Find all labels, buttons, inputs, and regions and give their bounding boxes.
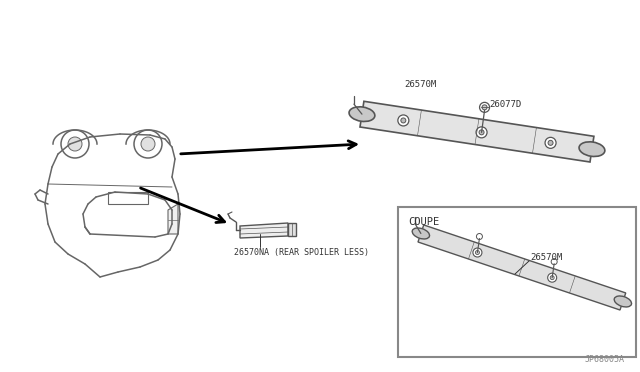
Circle shape bbox=[68, 137, 82, 151]
Ellipse shape bbox=[349, 107, 375, 122]
Circle shape bbox=[545, 137, 556, 148]
Circle shape bbox=[398, 115, 409, 126]
Circle shape bbox=[551, 259, 557, 264]
Bar bbox=[398, 207, 636, 357]
Circle shape bbox=[61, 130, 89, 158]
Ellipse shape bbox=[614, 296, 632, 307]
Circle shape bbox=[473, 248, 482, 257]
Bar bbox=[108, 192, 148, 204]
Polygon shape bbox=[240, 223, 288, 238]
Circle shape bbox=[548, 140, 553, 145]
Circle shape bbox=[548, 273, 557, 282]
Text: 26570NA (REAR SPOILER LESS): 26570NA (REAR SPOILER LESS) bbox=[234, 247, 369, 257]
Circle shape bbox=[479, 102, 490, 112]
Circle shape bbox=[476, 127, 487, 138]
Polygon shape bbox=[168, 204, 178, 234]
Circle shape bbox=[476, 234, 483, 240]
Text: 26570M: 26570M bbox=[530, 253, 563, 262]
Circle shape bbox=[482, 105, 487, 110]
Circle shape bbox=[550, 276, 554, 280]
Text: COUPE: COUPE bbox=[408, 217, 439, 227]
Text: 26077D: 26077D bbox=[490, 100, 522, 109]
Polygon shape bbox=[288, 223, 296, 236]
Circle shape bbox=[479, 130, 484, 135]
Ellipse shape bbox=[579, 142, 605, 157]
Polygon shape bbox=[418, 225, 626, 310]
Circle shape bbox=[134, 130, 162, 158]
Circle shape bbox=[401, 118, 406, 123]
Circle shape bbox=[476, 250, 479, 254]
Text: 26570M: 26570M bbox=[404, 80, 436, 89]
Circle shape bbox=[141, 137, 155, 151]
Polygon shape bbox=[360, 101, 594, 162]
Text: JP68005A: JP68005A bbox=[585, 355, 625, 364]
Ellipse shape bbox=[412, 228, 429, 239]
